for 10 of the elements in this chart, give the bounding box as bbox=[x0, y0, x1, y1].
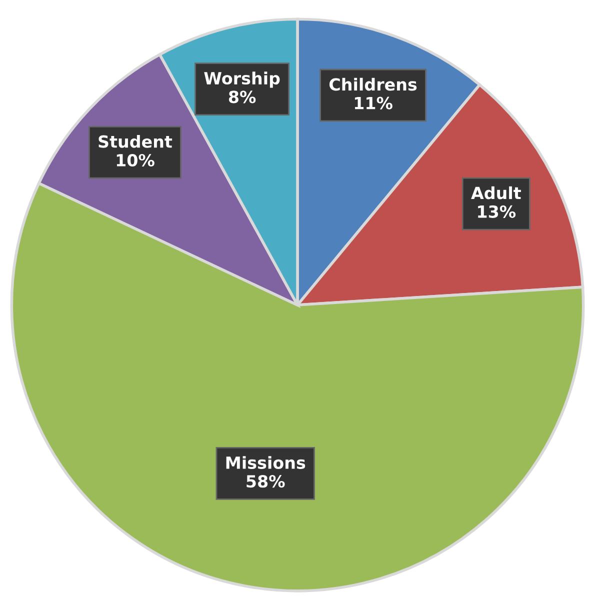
data-label: 13% bbox=[478, 205, 516, 218]
slice-label: Adult bbox=[471, 186, 521, 200]
data-label: 8% bbox=[228, 90, 256, 104]
data-label: 58% bbox=[246, 475, 285, 488]
slice-label: Missions bbox=[226, 456, 306, 469]
slice-label: Worship bbox=[204, 72, 280, 88]
data-label: 10% bbox=[116, 154, 154, 167]
data-label: 11% bbox=[354, 96, 392, 110]
slice-label: Childrens bbox=[329, 78, 417, 91]
slice-label: Student bbox=[98, 134, 172, 148]
